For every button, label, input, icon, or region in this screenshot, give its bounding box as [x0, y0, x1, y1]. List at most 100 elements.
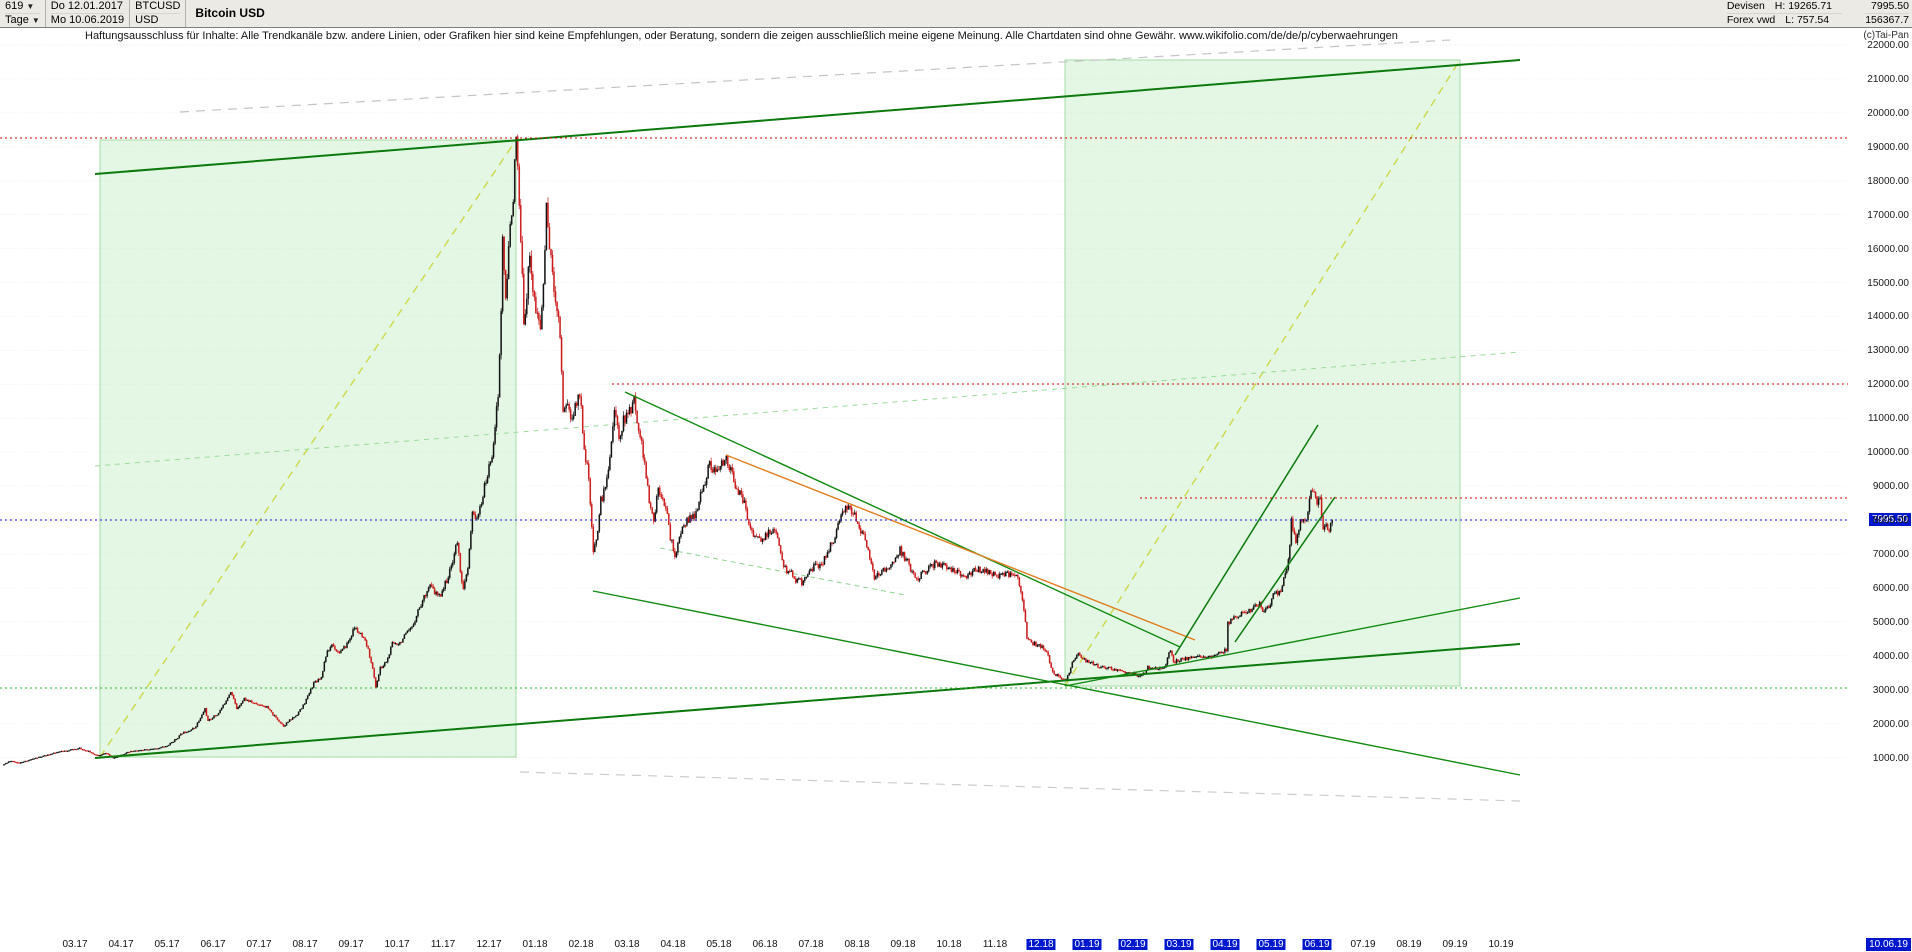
recovery-support-2019 — [1064, 597, 1521, 687]
price-axis-label: 18000.00 — [1867, 175, 1909, 187]
x-axis-label: 09.19 — [1442, 939, 1468, 950]
last-date-badge: 10.06.19 — [1866, 938, 1911, 951]
x-axis-label: 10.18 — [936, 939, 962, 950]
chevron-down-icon: ▼ — [31, 16, 40, 25]
price-axis-label: 1000.00 — [1872, 752, 1909, 764]
current-price-badge: 7995.50 — [1868, 513, 1911, 526]
currency-label: USD — [135, 13, 181, 27]
copyright-label: (c)Tai-Pan — [1863, 30, 1909, 41]
last-volume-value: 156367.7 — [1865, 13, 1909, 26]
candle-bodies-up — [3, 136, 1333, 766]
price-axis-label: 4000.00 — [1872, 650, 1909, 662]
x-axis-label: 01.19 — [1072, 939, 1102, 950]
x-axis-label: 12.17 — [476, 939, 502, 950]
price-axis-label: 10000.00 — [1867, 447, 1909, 459]
x-axis-label: 11.17 — [430, 939, 456, 950]
gray-projection-lower — [519, 771, 1521, 802]
price-axis-label: 9000.00 — [1872, 481, 1909, 493]
price-axis-label: 13000.00 — [1867, 345, 1909, 357]
price-axis-label: 3000.00 — [1872, 684, 1909, 696]
price-axis-label: 12000.00 — [1867, 379, 1909, 391]
x-axis-label: 10.19 — [1488, 939, 1514, 950]
header-bar: 619 ▼ Tage ▼ Do 12.01.2017 Mo 10.06.2019… — [0, 0, 1912, 28]
x-axis-label: 05.19 — [1256, 939, 1286, 950]
x-axis-label: 07.18 — [798, 939, 824, 950]
x-axis-label: 03.19 — [1164, 939, 1194, 950]
low-value: L: 757.54 — [1785, 14, 1830, 26]
last-price-value: 7995.50 — [1871, 0, 1909, 12]
major-channel-top — [94, 59, 1521, 175]
minor-dashed-2018 — [659, 547, 906, 596]
x-axis-label: 09.17 — [338, 939, 364, 950]
header-date-range: Do 12.01.2017 Mo 10.06.2019 — [46, 0, 131, 27]
bar-count-dropdown[interactable]: 619 ▼ — [5, 0, 40, 13]
period-value: Tage — [5, 14, 29, 26]
orange-resistance-2018 — [725, 454, 1196, 641]
x-axis-label: 04.19 — [1210, 939, 1240, 950]
header-left-controls: 619 ▼ Tage ▼ — [0, 0, 46, 27]
major-channel-bottom — [94, 643, 1521, 759]
category-label: Devisen — [1726, 0, 1765, 12]
header-symbol-cell: BTCUSD USD — [130, 0, 187, 27]
x-axis-label: 08.18 — [844, 939, 870, 950]
candle-bodies-down — [12, 136, 1330, 764]
x-axis-label: 07.17 — [246, 939, 272, 950]
x-axis-label: 10.17 — [384, 939, 410, 950]
price-axis-label: 15000.00 — [1867, 277, 1909, 289]
x-axis-label: 05.17 — [154, 939, 180, 950]
price-axis-label: 20000.00 — [1867, 107, 1909, 119]
instrument-title: Bitcoin USD — [195, 6, 265, 20]
price-axis-label: 8000.00 — [1872, 515, 1909, 526]
steep-uptrend-2 — [1234, 496, 1336, 643]
price-axis-label: 16000.00 — [1867, 243, 1909, 255]
price-axis-label: 2000.00 — [1872, 718, 1909, 730]
price-axis-label: 14000.00 — [1867, 311, 1909, 323]
x-axis-label: 08.19 — [1396, 939, 1422, 950]
channel-diagonal-2017 — [99, 139, 517, 758]
x-axis-label: 01.18 — [522, 939, 548, 950]
support-2018-extended — [592, 590, 1521, 776]
period-dropdown[interactable]: Tage ▼ — [5, 13, 40, 27]
x-axis-label: 02.18 — [568, 939, 594, 950]
x-axis-label: 06.18 — [752, 939, 778, 950]
x-axis-label: 04.17 — [108, 939, 134, 950]
resistance-2018 — [624, 391, 1181, 648]
price-axis-label: 5000.00 — [1872, 616, 1909, 628]
bar-count-value: 619 — [5, 0, 24, 12]
gray-projection-upper — [179, 39, 1451, 113]
x-axis-label: 09.18 — [890, 939, 916, 950]
header-last-price-block: 7995.50 156367.7 — [1865, 0, 1909, 27]
price-axis-label: 19000.00 — [1867, 141, 1909, 153]
price-axis-label: 21000.00 — [1867, 73, 1909, 85]
time-axis: 03.17 04.17 05.17 06.17 07.17 08.17 09.17 10.17… — [0, 939, 1852, 952]
channel-midline — [94, 351, 1521, 467]
gridlines — [0, 44, 1848, 758]
chevron-down-icon: ▼ — [26, 2, 35, 11]
x-axis-label: 08.17 — [292, 939, 318, 950]
disclaimer-text: Haftungsausschluss für Inhalte: Alle Tre… — [85, 30, 1398, 42]
x-axis-label: 12.18 — [1026, 939, 1056, 950]
price-axis-label: 22000.00 — [1867, 40, 1909, 51]
x-axis-label: 06.19 — [1302, 939, 1332, 950]
source-label: Forex vwd — [1726, 14, 1776, 26]
x-axis-label: 04.18 — [660, 939, 686, 950]
x-axis-label: 03.18 — [614, 939, 640, 950]
price-axis: 7995.50 10.06.19 22000.00 21000.00 20000.0… — [1852, 0, 1912, 952]
x-axis-label: 03.17 — [62, 939, 88, 950]
price-axis-label: 6000.00 — [1872, 582, 1909, 594]
x-axis-label: 06.17 — [200, 939, 226, 950]
price-axis-label: 11000.00 — [1868, 413, 1909, 425]
x-axis-label: 07.19 — [1350, 939, 1376, 950]
price-axis-label: 17000.00 — [1867, 209, 1909, 221]
high-value: H: 19265.71 — [1774, 0, 1832, 12]
first-date-field[interactable]: Do 12.01.2017 — [50, 0, 123, 12]
x-axis-label: 11.18 — [982, 939, 1008, 950]
x-axis-label: 05.18 — [706, 939, 732, 950]
x-axis-label: 02.19 — [1118, 939, 1148, 950]
steep-uptrend-1 — [1174, 424, 1319, 656]
symbol-field[interactable]: BTCUSD — [135, 0, 181, 12]
header-quote-info: Devisen H: 19265.71 Forex vwd L: 757.54 — [1726, 0, 1842, 27]
last-date-field[interactable]: Mo 10.06.2019 — [50, 13, 125, 26]
price-axis-label: 7000.00 — [1872, 548, 1909, 560]
